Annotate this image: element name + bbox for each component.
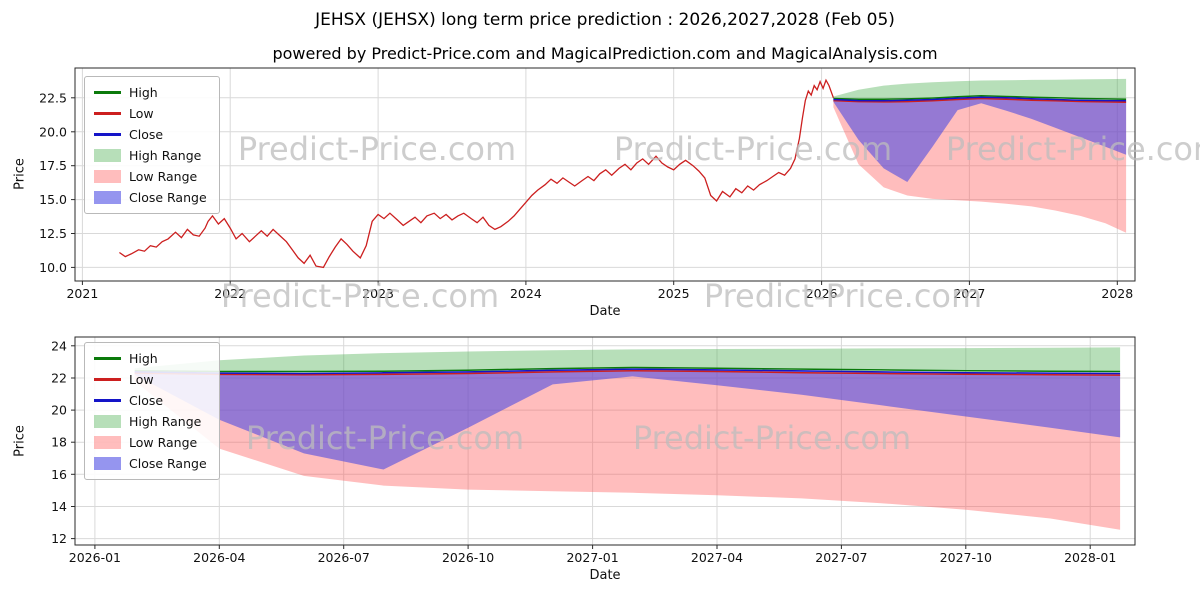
svg-text:2021: 2021 [66,286,98,301]
svg-text:17.5: 17.5 [39,158,67,173]
legend-item-low-range: Low Range [94,166,207,187]
svg-text:16: 16 [51,467,67,482]
close-range-swatch [94,191,121,204]
low-line-swatch [94,112,121,115]
legend-item-high-range: High Range [94,411,207,432]
low-range-swatch [94,170,121,183]
top-chart-ylabel: Price [12,158,28,190]
svg-text:12.5: 12.5 [39,226,67,241]
legend-item-high: High [94,82,207,103]
svg-text:2027-01: 2027-01 [566,550,618,565]
low-line-swatch [94,378,121,381]
svg-text:15.0: 15.0 [39,192,67,207]
svg-text:2025: 2025 [658,286,690,301]
legend-label-low-range: Low Range [129,435,198,450]
legend-label-high: High [129,85,158,100]
svg-text:2026-07: 2026-07 [318,550,370,565]
legend-label-high-range: High Range [129,414,202,429]
legend-item-close: Close [94,390,207,411]
bottom-chart-ylabel: Price [12,425,28,457]
svg-text:2027-04: 2027-04 [691,550,743,565]
svg-text:10.0: 10.0 [39,260,67,275]
svg-text:2022: 2022 [214,286,246,301]
high-line-swatch [94,357,121,360]
svg-text:2027-10: 2027-10 [940,550,992,565]
svg-text:2024: 2024 [510,286,542,301]
svg-text:2028: 2028 [1101,286,1133,301]
top-chart-xlabel: Date [589,304,621,319]
svg-text:20: 20 [51,403,67,418]
svg-text:2026-04: 2026-04 [193,550,245,565]
legend-label-low: Low [129,372,154,387]
svg-text:24: 24 [51,338,67,353]
svg-text:2026: 2026 [806,286,838,301]
legend-label-high-range: High Range [129,148,202,163]
legend-item-high-range: High Range [94,145,207,166]
legend-item-low-range: Low Range [94,432,207,453]
legend-label-low: Low [129,106,154,121]
close-line-swatch [94,399,121,402]
svg-text:2027: 2027 [953,286,985,301]
svg-text:14: 14 [51,499,67,514]
legend-item-close-range: Close Range [94,187,207,208]
high-line-swatch [94,91,121,94]
bottom-chart-xlabel: Date [589,568,621,583]
legend-label-close: Close [129,393,164,408]
top-chart-legend: High Low Close High Range Low Range Clos… [84,76,220,214]
legend-label-close-range: Close Range [129,456,207,471]
legend-item-close-range: Close Range [94,453,207,474]
page-title: JEHSX (JEHSX) long term price prediction… [315,10,895,30]
low-range-swatch [94,436,121,449]
svg-text:2023: 2023 [362,286,394,301]
legend-label-high: High [129,351,158,366]
svg-text:2026-01: 2026-01 [69,550,121,565]
svg-text:2026-10: 2026-10 [442,550,494,565]
legend-item-low: Low [94,103,207,124]
chart-subtitle: powered by Predict-Price.com and Magical… [272,44,938,63]
svg-text:20.0: 20.0 [39,124,67,139]
high-range-swatch [94,415,121,428]
svg-text:2028-01: 2028-01 [1064,550,1116,565]
svg-text:12: 12 [51,531,67,546]
legend-label-low-range: Low Range [129,169,198,184]
legend-label-close-range: Close Range [129,190,207,205]
high-range-swatch [94,149,121,162]
legend-item-low: Low [94,369,207,390]
svg-text:2027-07: 2027-07 [815,550,867,565]
bottom-chart-legend: High Low Close High Range Low Range Clos… [84,342,220,480]
svg-text:22.5: 22.5 [39,90,67,105]
close-line-swatch [94,133,121,136]
close-range-swatch [94,457,121,470]
svg-text:22: 22 [51,371,67,386]
legend-item-close: Close [94,124,207,145]
legend-item-high: High [94,348,207,369]
legend-label-close: Close [129,127,164,142]
svg-text:18: 18 [51,435,67,450]
